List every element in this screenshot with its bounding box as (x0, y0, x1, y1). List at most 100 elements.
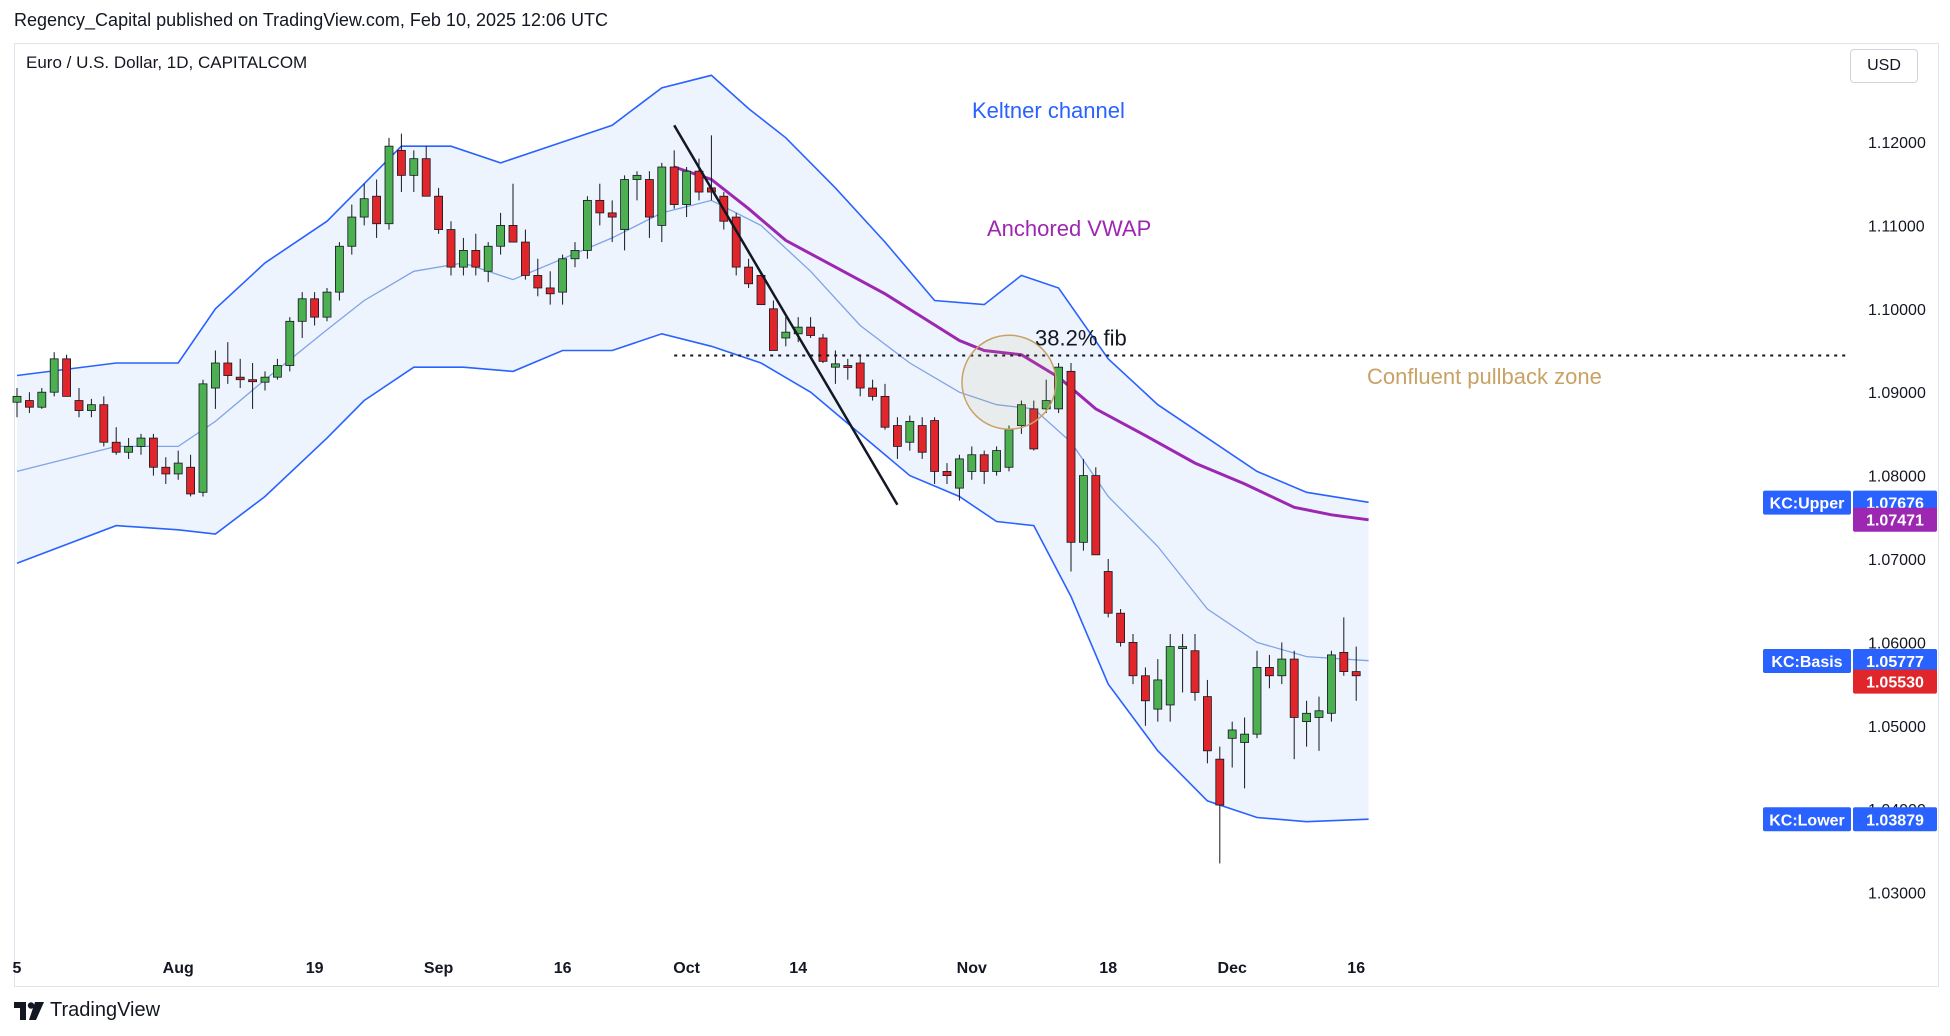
candle-body (893, 425, 902, 447)
candle (818, 333, 828, 364)
candles-layer (12, 133, 1361, 864)
candle-body (198, 383, 208, 493)
candle (396, 133, 406, 193)
badge-name: KC:Upper (1770, 496, 1845, 513)
currency-button[interactable]: USD (1850, 49, 1918, 83)
candle-body (322, 291, 332, 318)
candle (1252, 650, 1262, 739)
candle (1128, 634, 1138, 685)
time-tick-label: 19 (306, 960, 324, 977)
keltner-upper-line (16, 74, 1369, 504)
candle (1178, 634, 1187, 693)
candle-body (1240, 733, 1249, 743)
candle (74, 388, 84, 418)
candle-body (1079, 475, 1088, 543)
candle (1327, 650, 1336, 722)
candle-body (868, 387, 877, 397)
candle (483, 242, 493, 283)
candle (384, 137, 394, 230)
badge-name-bg (1763, 490, 1851, 515)
candle (24, 392, 34, 414)
candle (657, 162, 667, 243)
candle (260, 371, 270, 391)
candle (583, 196, 592, 259)
candle (595, 183, 605, 226)
candle-body (508, 224, 518, 243)
candle (905, 415, 915, 451)
price-badge: 1.07471 (1853, 507, 1937, 532)
candle (620, 175, 629, 251)
candle-body (396, 149, 406, 176)
candle-body (458, 250, 468, 268)
candle (248, 363, 258, 409)
price-badge: KC:Basis 1.05777 (1763, 648, 1937, 673)
candle (334, 242, 344, 301)
candle (1054, 363, 1063, 414)
candle-body (595, 199, 605, 214)
candle-body (1327, 654, 1336, 714)
candle-body (769, 308, 778, 351)
candle (1277, 642, 1287, 685)
time-tick-label: 18 (1099, 960, 1117, 977)
candle (1079, 458, 1088, 551)
indicator-lines-layer (16, 74, 1369, 823)
candle-body (855, 362, 865, 389)
tradingview-logo[interactable]: TradingView (14, 999, 160, 1022)
candle (930, 417, 939, 484)
candle-body (1289, 658, 1299, 718)
candle-body (24, 400, 34, 408)
candle-body (1141, 675, 1150, 702)
candle (1091, 467, 1101, 556)
candle (570, 242, 580, 268)
candle-body (1165, 646, 1175, 706)
time-tick-label: Sep (424, 960, 454, 977)
candle-body (905, 420, 915, 443)
candle (682, 167, 691, 218)
candle-body (210, 362, 220, 389)
candle-body (545, 287, 555, 295)
candle (955, 454, 964, 501)
candle (148, 433, 158, 476)
publisher-line: Regency_Capital published on TradingView… (14, 10, 609, 30)
candle-body (136, 437, 146, 447)
price-tick-label: 1.09000 (1868, 385, 1926, 402)
candle-body (1091, 475, 1101, 556)
candle-body (421, 158, 431, 197)
candle-body (87, 404, 96, 411)
candle-body (12, 395, 22, 403)
candle (1190, 634, 1200, 701)
candle-body (1339, 652, 1349, 672)
candle (421, 146, 431, 197)
price-tick-label: 1.05000 (1868, 719, 1926, 736)
candle (1302, 700, 1311, 747)
badge-value: 1.03879 (1866, 812, 1924, 829)
candle (1339, 617, 1349, 676)
candle (942, 463, 952, 484)
time-tick-label: 5 (13, 960, 22, 977)
candle (967, 446, 977, 480)
confluent-zone-label: Confluent pullback zone (1367, 364, 1602, 389)
candle-body (930, 420, 939, 472)
candle (521, 229, 530, 280)
candle-body (1054, 366, 1063, 410)
time-tick-label: 16 (554, 960, 572, 977)
candle (868, 379, 877, 401)
candle-body (1265, 667, 1274, 677)
candle-body (979, 454, 989, 472)
candle-body (1004, 429, 1014, 468)
candle-body (111, 441, 121, 453)
candle-body (533, 275, 543, 289)
badge-value: 1.05530 (1866, 675, 1924, 692)
badge-value: 1.05777 (1866, 654, 1924, 671)
candle (272, 358, 282, 380)
keltner-channel-fill (17, 75, 1369, 822)
candle (1029, 400, 1039, 451)
candle-body (1203, 696, 1212, 752)
candle (558, 254, 567, 305)
candle (1215, 746, 1225, 864)
candle-body (161, 466, 171, 475)
candle (744, 258, 753, 288)
price-axis[interactable]: 1.12000 1.11000 1.10000 1.09000 1.08000 1.070… (1868, 135, 1926, 903)
time-axis[interactable]: 5 Aug 19 Sep 16 Oct 14 Nov 18 Dec 16 (13, 960, 1366, 977)
